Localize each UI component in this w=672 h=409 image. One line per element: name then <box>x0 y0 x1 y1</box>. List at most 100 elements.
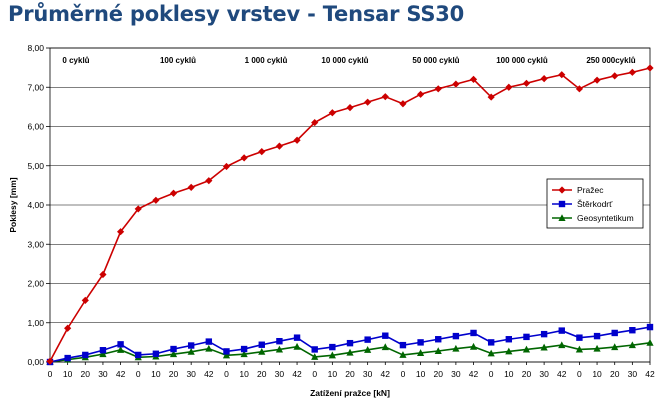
y-tick-label: 0,00 <box>27 357 44 367</box>
data-point <box>169 350 178 358</box>
data-point <box>276 337 283 345</box>
data-point <box>611 329 618 337</box>
data-point <box>611 343 619 351</box>
data-point <box>558 71 566 79</box>
x-tick-label: 30 <box>98 369 108 379</box>
data-point <box>81 296 89 304</box>
legend-marker <box>558 214 566 221</box>
data-point <box>505 336 513 343</box>
x-tick-label: 0 <box>489 369 494 379</box>
data-point <box>311 118 319 127</box>
data-point <box>540 330 548 338</box>
data-point <box>399 341 407 349</box>
data-point <box>328 351 336 359</box>
y-tick-label: 8,00 <box>27 43 44 53</box>
data-point <box>117 341 124 348</box>
x-tick-label: 10 <box>63 369 73 379</box>
data-point <box>469 342 478 350</box>
series-lines <box>46 64 654 366</box>
cycle-group-label: 10 000 cyklů <box>321 56 368 65</box>
data-point <box>434 85 442 93</box>
data-point <box>346 104 354 112</box>
x-tick-label: 0 <box>401 369 406 379</box>
x-tick-label: 42 <box>557 369 567 379</box>
data-point <box>593 344 601 352</box>
data-point <box>187 183 195 191</box>
data-point <box>558 327 565 334</box>
x-tick-label: 20 <box>522 369 532 379</box>
x-tick-label: 20 <box>434 369 444 379</box>
x-tick-label: 10 <box>328 369 338 379</box>
data-point <box>116 346 125 353</box>
data-point <box>576 334 583 341</box>
data-point <box>240 350 248 358</box>
x-tick-label: 10 <box>504 369 514 379</box>
data-point <box>522 79 531 87</box>
data-point <box>646 338 654 346</box>
x-tick-label: 30 <box>451 369 461 379</box>
cycle-group-label: 1 000 cyklů <box>245 56 288 65</box>
x-tick-label: 20 <box>81 369 91 379</box>
cycle-group-labels: 0 cyklů 100 cyklů 1 000 cyklů 10 000 cyklů 5… <box>62 56 635 65</box>
legend-item: Pražec <box>552 185 604 195</box>
y-tick-label: 7,00 <box>27 82 44 92</box>
cycle-group-label: 50 000 cyklů <box>412 56 459 65</box>
data-point <box>523 333 530 341</box>
data-point <box>628 68 636 76</box>
data-point <box>187 342 195 349</box>
data-point <box>346 339 354 347</box>
data-point <box>99 350 107 358</box>
data-point <box>134 205 142 213</box>
data-point <box>275 142 284 150</box>
data-point <box>64 324 72 332</box>
data-point <box>575 345 584 353</box>
chart-title: Průměrné poklesy vrstev - Tensar SS30 <box>8 2 465 26</box>
data-point <box>311 346 318 353</box>
data-point <box>258 341 265 348</box>
data-point <box>399 351 407 358</box>
data-point <box>382 332 389 339</box>
legend-marker <box>558 200 566 208</box>
data-point <box>452 332 460 340</box>
data-point <box>205 338 213 345</box>
x-tick-label: 0 <box>577 369 582 379</box>
data-point <box>240 345 248 353</box>
data-point <box>435 336 442 343</box>
data-point <box>487 349 495 357</box>
legend-item: Geosyntetikum <box>552 213 634 223</box>
x-tick-label: 10 <box>151 369 161 379</box>
data-point <box>416 90 425 98</box>
data-point <box>152 196 160 204</box>
x-tick-label: 0 <box>312 369 317 379</box>
x-tick-label: 42 <box>469 369 479 379</box>
x-tick-label: 0 <box>136 369 141 379</box>
data-point <box>293 334 301 341</box>
x-tick-label: 20 <box>345 369 355 379</box>
data-point <box>99 347 107 354</box>
cycle-group-label: 100 cyklů <box>160 56 196 65</box>
data-point <box>258 148 266 156</box>
y-tick-label: 4,00 <box>27 200 44 210</box>
data-point <box>505 347 513 355</box>
data-point <box>293 342 301 350</box>
data-point <box>329 343 336 351</box>
data-point <box>470 329 477 337</box>
data-point <box>328 109 336 117</box>
y-tick-label: 2,00 <box>27 279 44 289</box>
data-point <box>116 228 125 236</box>
legend-label: Pražec <box>577 185 604 195</box>
x-tick-label: 30 <box>275 369 285 379</box>
data-point <box>399 100 407 108</box>
y-axis-title: Poklesy [mm] <box>8 177 18 232</box>
x-tick-label: 10 <box>416 369 426 379</box>
y-tick-label: 3,00 <box>27 239 44 249</box>
data-point <box>505 83 513 91</box>
series-square <box>46 323 654 366</box>
data-point <box>346 348 354 356</box>
x-tick-label: 42 <box>381 369 391 379</box>
data-point <box>64 354 71 362</box>
y-axis-ticks: 0,00 1,00 2,00 3,00 4,00 5,00 6,00 7,00 8,00 <box>27 43 50 367</box>
x-tick-label: 42 <box>116 369 126 379</box>
x-tick-label: 0 <box>48 369 53 379</box>
